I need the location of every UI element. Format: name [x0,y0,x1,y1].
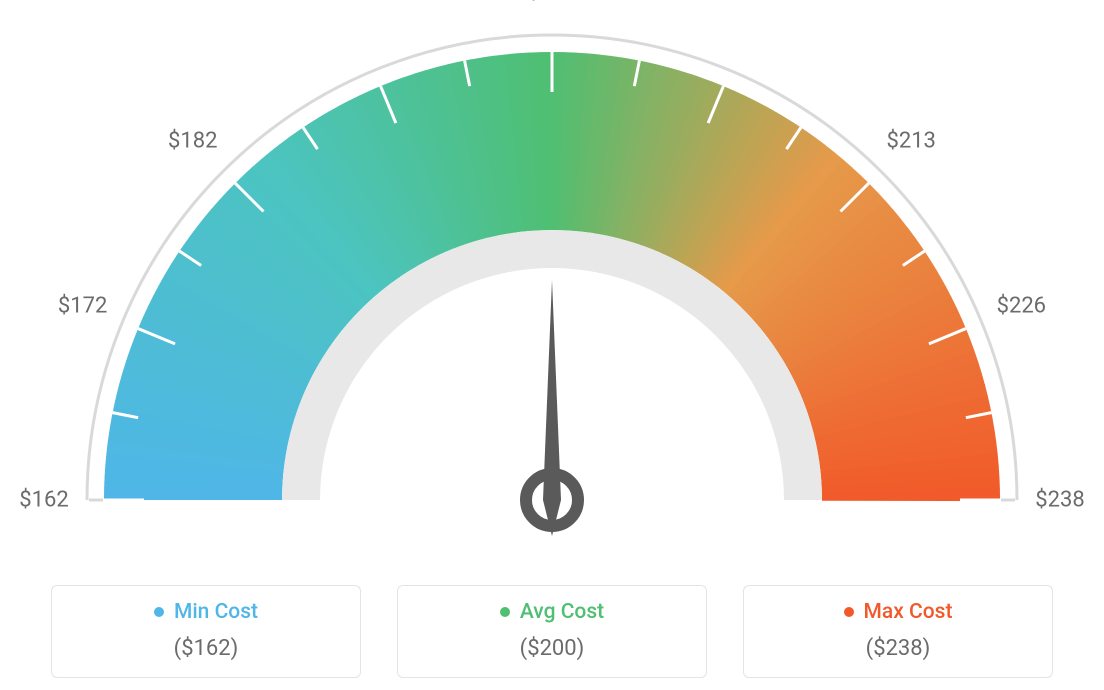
legend-title-max: Max Cost [844,600,953,624]
gauge-tick-label: $172 [58,293,107,318]
gauge-tick-label: $162 [19,488,68,513]
legend-dot-max [844,607,854,617]
legend-label-max: Max Cost [864,600,953,624]
gauge-tick-label: $182 [168,128,217,153]
legend-value-avg: ($200) [408,636,696,661]
gauge-container: $162 $172 $182 $200 $213 $226 $238 [0,0,1104,560]
legend-card-min: Min Cost ($162) [51,585,361,678]
legend-label-min: Min Cost [174,600,258,624]
gauge-tick-label: $213 [886,128,935,153]
gauge-tick-label: $200 [527,0,576,5]
gauge-chart [0,0,1104,560]
legend-row: Min Cost ($162) Avg Cost ($200) Max Cost… [0,585,1104,678]
gauge-tick-label: $238 [1035,488,1084,513]
legend-label-avg: Avg Cost [520,600,604,624]
legend-title-avg: Avg Cost [500,600,604,624]
legend-card-avg: Avg Cost ($200) [397,585,707,678]
legend-dot-min [154,607,164,617]
legend-title-min: Min Cost [154,600,258,624]
gauge-tick-label: $226 [997,293,1046,318]
legend-value-min: ($162) [62,636,350,661]
legend-card-max: Max Cost ($238) [743,585,1053,678]
legend-value-max: ($238) [754,636,1042,661]
legend-dot-avg [500,607,510,617]
